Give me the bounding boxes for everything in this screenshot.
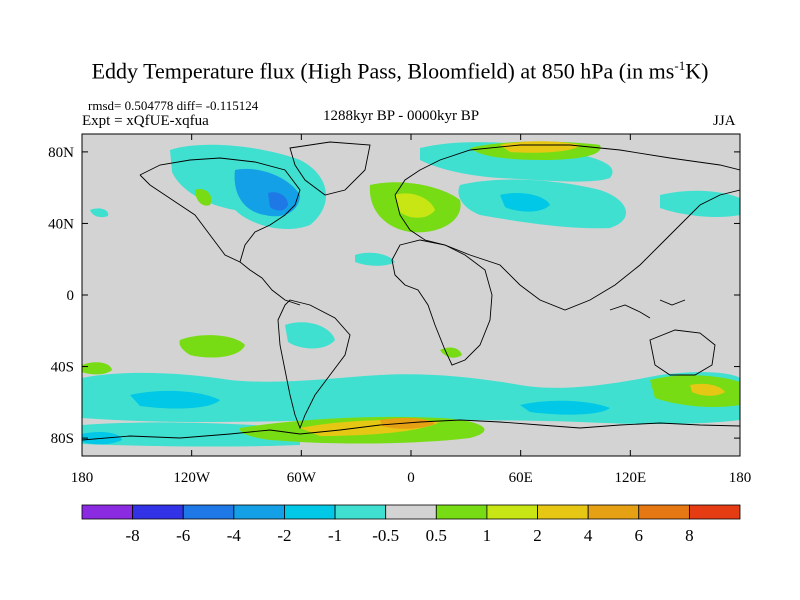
contour-patch xyxy=(179,335,245,358)
colorbar-label: 0.5 xyxy=(426,526,447,545)
colorbar-swatch xyxy=(486,504,538,520)
colorbar: -8 -6 -4 -2 -1 -0.5 0.5 1 2 4 6 8 xyxy=(81,504,741,545)
coastline-eurasia xyxy=(394,144,740,311)
colorbar-swatch xyxy=(284,504,336,520)
contour-patch xyxy=(285,322,335,349)
colorbar-swatch xyxy=(537,504,589,520)
plot-title: Eddy Temperature flux (High Pass, Bloomf… xyxy=(91,58,709,84)
contour-patch xyxy=(130,390,220,409)
contour-patch xyxy=(660,190,740,218)
y-tick-label: 80N xyxy=(48,145,74,161)
colorbar-swatch xyxy=(385,504,437,520)
coastline-antarctica xyxy=(82,419,740,441)
contour-patch xyxy=(690,383,725,396)
colorbar-label: 1 xyxy=(483,526,492,545)
colorbar-swatch xyxy=(233,504,285,520)
coastline-indonesia xyxy=(609,299,686,319)
y-tick-label: 0 xyxy=(67,288,75,304)
colorbar-label: 2 xyxy=(533,526,542,545)
colorbar-label: -6 xyxy=(176,526,190,545)
colorbar-label: -8 xyxy=(126,526,140,545)
colorbar-label: 6 xyxy=(635,526,644,545)
colorbar-label: -0.5 xyxy=(372,526,399,545)
colorbar-swatch xyxy=(435,504,488,520)
x-tick-label: 60E xyxy=(509,470,533,486)
colorbar-label: -1 xyxy=(328,526,342,545)
contour-patch xyxy=(90,208,109,218)
y-tick-label: 40S xyxy=(51,360,74,376)
x-tick-label: 60W xyxy=(287,470,317,486)
x-tick-label: 0 xyxy=(407,470,415,486)
x-tick-label: 180 xyxy=(71,470,94,486)
contour-fields xyxy=(82,141,740,447)
colorbar-label: -2 xyxy=(277,526,291,545)
coastline-north-america xyxy=(139,157,301,306)
colorbar-swatch xyxy=(587,504,640,520)
colorbar-label: 8 xyxy=(685,526,694,545)
colorbar-label: 4 xyxy=(584,526,593,545)
x-tick-label: 120W xyxy=(173,470,211,486)
x-tick-label: 180 xyxy=(729,470,752,486)
contour-patch xyxy=(82,362,112,375)
experiment-label: Expt = xQfUE-xqfua xyxy=(82,113,209,129)
contour-patch xyxy=(395,193,435,218)
contour-patch xyxy=(500,141,580,153)
y-tick-label: 80S xyxy=(51,431,74,447)
colorbar-swatch xyxy=(81,504,134,520)
season-label: JJA xyxy=(713,113,736,129)
colorbar-label: -4 xyxy=(227,526,242,545)
coastlines xyxy=(82,141,740,441)
colorbar-swatch xyxy=(334,504,387,520)
axis-ticks: 180 120W 60W 0 60E 120E 180 80N 40N 0 40S 80S xyxy=(48,134,751,486)
colorbar-swatch xyxy=(638,504,690,520)
colorbar-swatch xyxy=(132,504,184,520)
contour-patch xyxy=(195,189,212,206)
contour-patch xyxy=(500,193,550,212)
period-label: 1288kyr BP - 0000kyr BP xyxy=(323,108,480,124)
contour-patch xyxy=(268,192,288,211)
contour-patch xyxy=(355,252,395,266)
coastline-greenland xyxy=(289,141,371,196)
contour-patch xyxy=(520,400,610,415)
colorbar-swatch xyxy=(182,504,235,520)
coastline-australia xyxy=(649,329,716,376)
colorbar-swatch xyxy=(688,504,741,520)
y-tick-label: 40N xyxy=(48,216,74,232)
stats-text: rmsd= 0.504778 diff= -0.115124 xyxy=(88,98,259,113)
coastline-north-america-west xyxy=(139,174,241,263)
coastline-south-america xyxy=(277,299,351,430)
x-tick-label: 120E xyxy=(614,470,646,486)
coastline-africa xyxy=(391,239,493,366)
